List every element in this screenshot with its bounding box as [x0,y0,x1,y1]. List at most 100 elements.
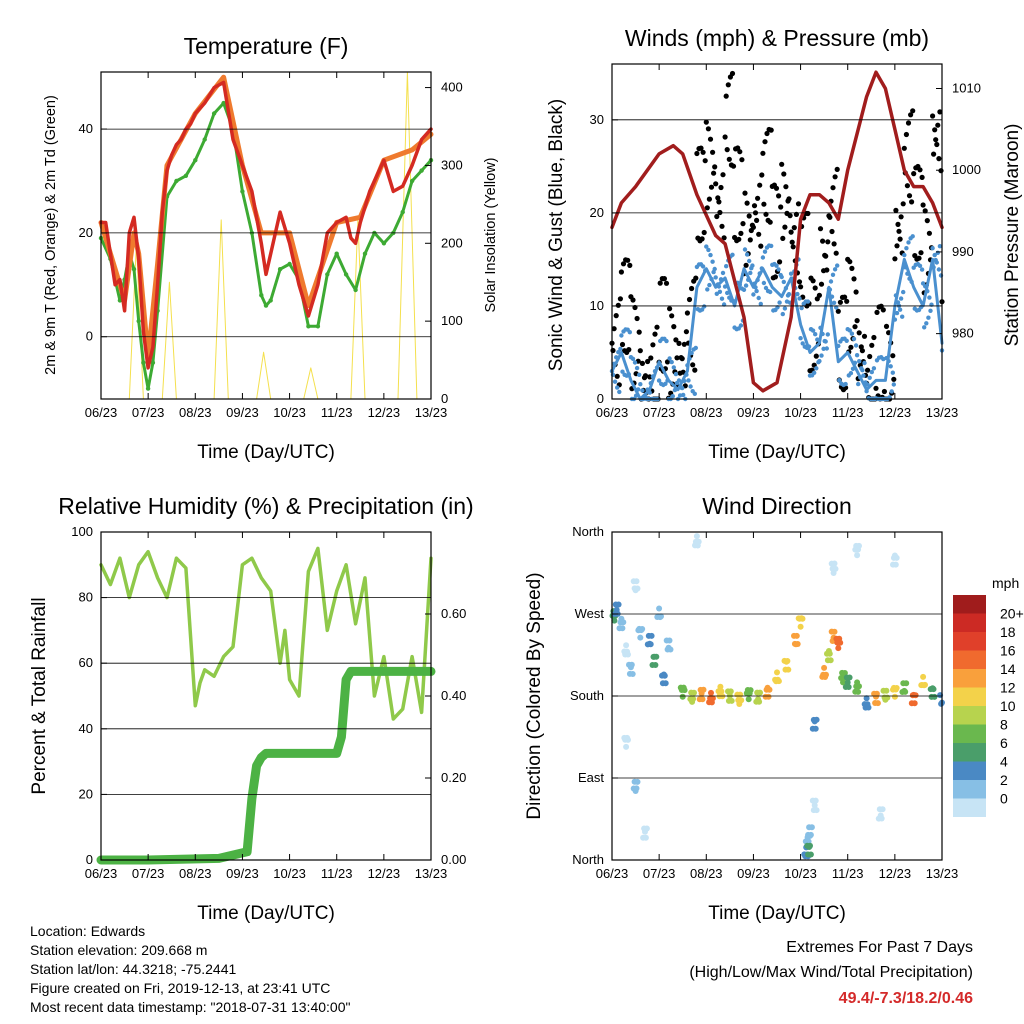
direction-point [846,674,853,681]
y-tick-label: 80 [79,590,93,605]
gust-point [703,119,709,125]
y2-tick-label: 980 [952,326,974,341]
x-axis-label: Time (Day/UTC) [197,442,335,463]
gust-point [642,373,649,379]
wind-point [627,330,632,335]
gust-point [934,141,940,148]
wind-point [817,358,822,364]
wind-point [812,370,817,375]
x-axis-label: Time (Day/UTC) [197,903,335,924]
x-tick-label: 08/23 [690,405,723,420]
wind-point [932,252,937,258]
gust-point [853,289,859,295]
legend-swatch [953,798,986,817]
direction-point [813,716,820,723]
x-tick-label: 10/23 [784,866,817,881]
wind-point [688,384,693,389]
direction-point [865,704,872,711]
wind-point [902,252,907,258]
direction-point [652,662,659,668]
legend-label: 4 [1000,754,1008,770]
y-axis-label: Sonic Wind & Gust (Blue, Black) [546,99,567,371]
wind-point [763,285,769,291]
wind-point [780,311,785,317]
gust-point [849,265,855,271]
gust-point [755,195,761,201]
gust-point [931,151,937,157]
wind-point [889,389,894,394]
gust-point [859,348,866,354]
gust-point [900,201,906,207]
gust-point [881,388,888,395]
wind-point [894,310,900,316]
gust-point [684,310,691,316]
legend-label: 6 [1000,735,1008,751]
gust-point [738,230,744,236]
gust-point [715,195,721,201]
gust-point [852,324,858,330]
gust-point [719,223,725,229]
gust-point [779,161,785,167]
gust-point [788,229,794,235]
gust-point [810,278,816,284]
gust-point [613,313,619,319]
gust-point [617,296,624,302]
x-tick-label: 12/23 [879,405,912,420]
humidity-line [99,546,433,721]
dewpoint-point [240,189,245,194]
wind-point [917,263,923,268]
gust-point [625,257,631,263]
gust-point [918,250,924,256]
gust-point [924,218,930,224]
gust-point [874,309,880,315]
wind-point [857,359,862,364]
gust-point [674,355,680,361]
direction-point [611,617,618,624]
direction-point [891,693,898,700]
wind-point [638,382,643,387]
gust-point [634,315,640,322]
direction-point [625,736,631,743]
wind-point [924,321,929,326]
gust-point [848,344,854,350]
plot-frame [611,531,943,861]
direction-point [902,688,909,695]
gust-point [650,342,656,348]
gust-point [824,267,830,273]
gust-point [690,362,696,368]
gust-point [627,262,633,268]
temp-9m-line [98,74,434,360]
gust-point [694,150,700,157]
wind-point [823,339,828,344]
direction-point [679,693,686,700]
y-tick-label: South [570,688,604,703]
y-tick-label: 20 [79,225,93,240]
direction-point [756,698,763,705]
gust-point [883,323,890,329]
wind-point [664,338,669,344]
gust-point [702,158,708,164]
direction-point [808,824,815,831]
wind-point [849,331,855,336]
pressure-line [610,70,944,393]
wind-point [832,267,838,272]
direction-point [681,687,688,694]
direction-point [835,645,842,652]
temp-2m-line [99,80,433,370]
y-tick-label: 0 [86,852,93,867]
gust-point [798,284,804,290]
wind-point [720,270,726,276]
gust-point [737,149,743,155]
wind-point [708,252,713,258]
direction-point [892,561,899,568]
gust-point [661,276,668,282]
gust-point [844,298,850,304]
dewpoint-point [409,178,415,184]
direction-point [633,785,640,792]
x-tick-label: 10/23 [273,405,306,420]
wind-point [619,333,624,338]
y2-tick-label: 200 [441,235,463,250]
gust-point [712,164,718,170]
latlon-text: Station lat/lon: 44.3218; -75.2441 [30,961,237,977]
location-text: Location: Edwards [30,923,146,939]
